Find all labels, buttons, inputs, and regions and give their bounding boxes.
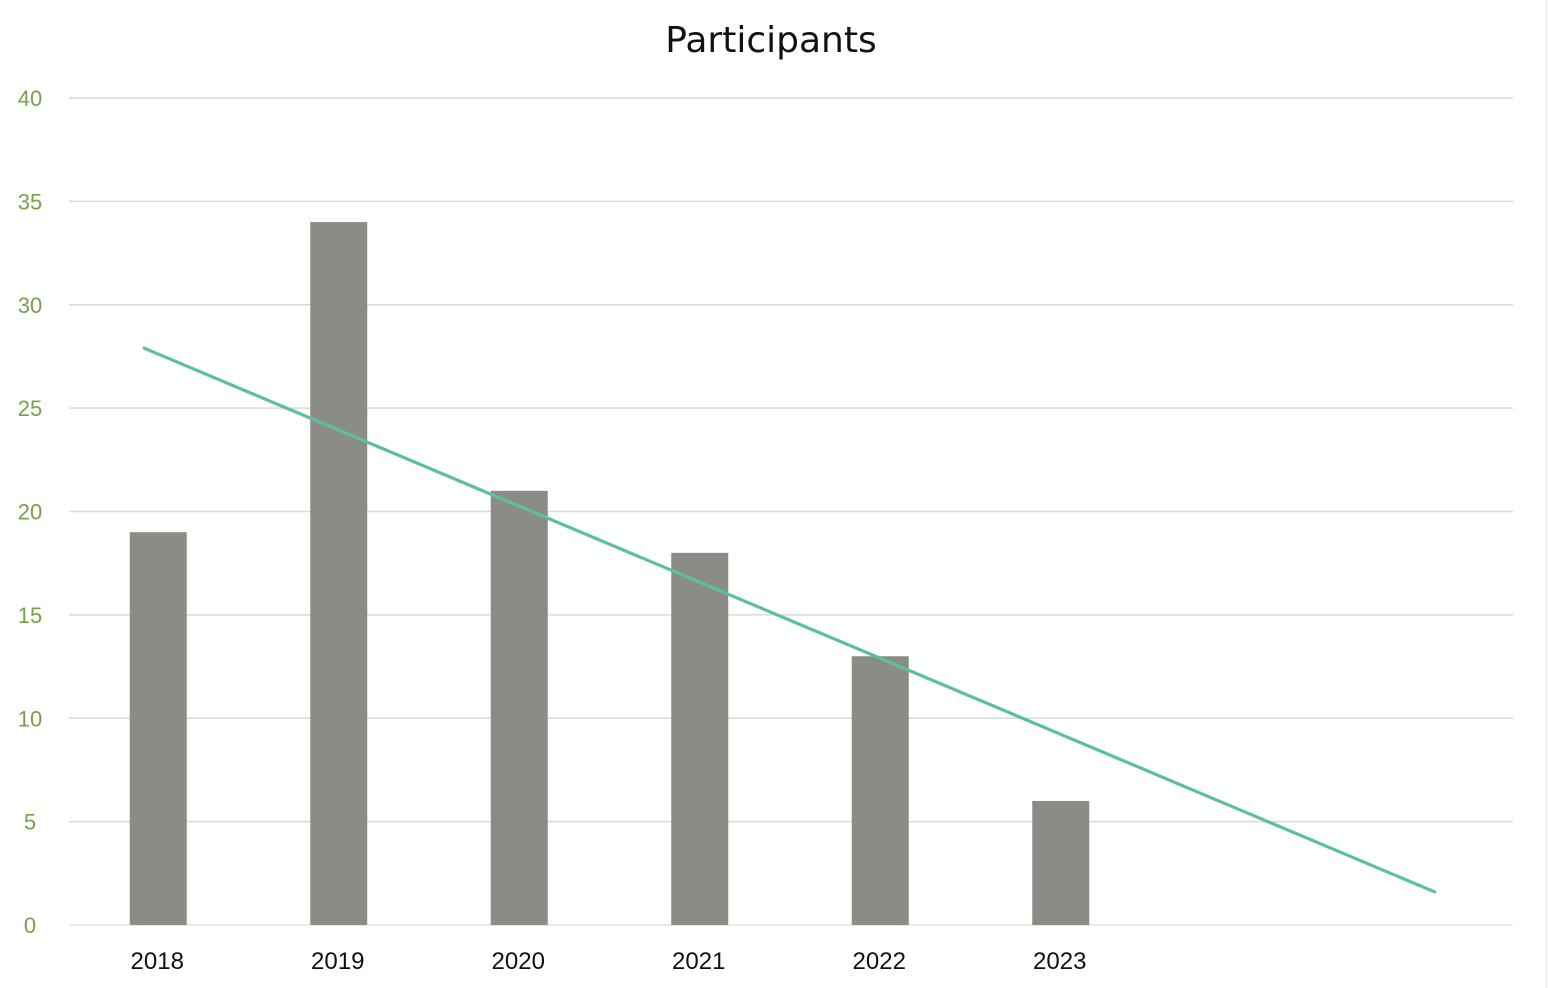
x-tick-label: 2022: [853, 948, 906, 975]
trendline: [142, 346, 1437, 894]
y-tick-label: 40: [18, 86, 42, 111]
bars: [129, 222, 1090, 926]
chart-title: Participants: [665, 20, 876, 61]
y-tick-label: 5: [24, 810, 36, 835]
panel-edge-divider: [1546, 0, 1547, 988]
x-tick-label: 2018: [131, 948, 184, 975]
bar-2019: [310, 222, 368, 926]
y-tick-label: 35: [18, 189, 42, 214]
bar-2020: [490, 490, 548, 925]
gridlines: [69, 97, 1513, 926]
bar-2022: [851, 656, 909, 925]
x-tick-label: 2023: [1033, 948, 1086, 975]
y-tick-label: 25: [18, 396, 42, 421]
trendline-layer: [142, 346, 1437, 894]
bar-2021: [671, 552, 729, 925]
y-tick-label: 0: [24, 913, 36, 938]
bar-2018: [129, 532, 187, 925]
y-axis: 0 5 10 15 20 25 30 35 40: [18, 86, 42, 938]
x-tick-label: 2021: [672, 948, 725, 975]
x-axis: 2018 2019 2020 2021 2022 2023: [131, 948, 1087, 975]
y-tick-label: 15: [18, 603, 42, 628]
y-tick-label: 30: [18, 293, 42, 318]
x-tick-label: 2019: [311, 948, 364, 975]
y-tick-label: 10: [18, 706, 42, 731]
x-tick-label: 2020: [492, 948, 545, 975]
y-tick-label: 20: [18, 500, 42, 525]
bar-2023: [1032, 800, 1090, 925]
